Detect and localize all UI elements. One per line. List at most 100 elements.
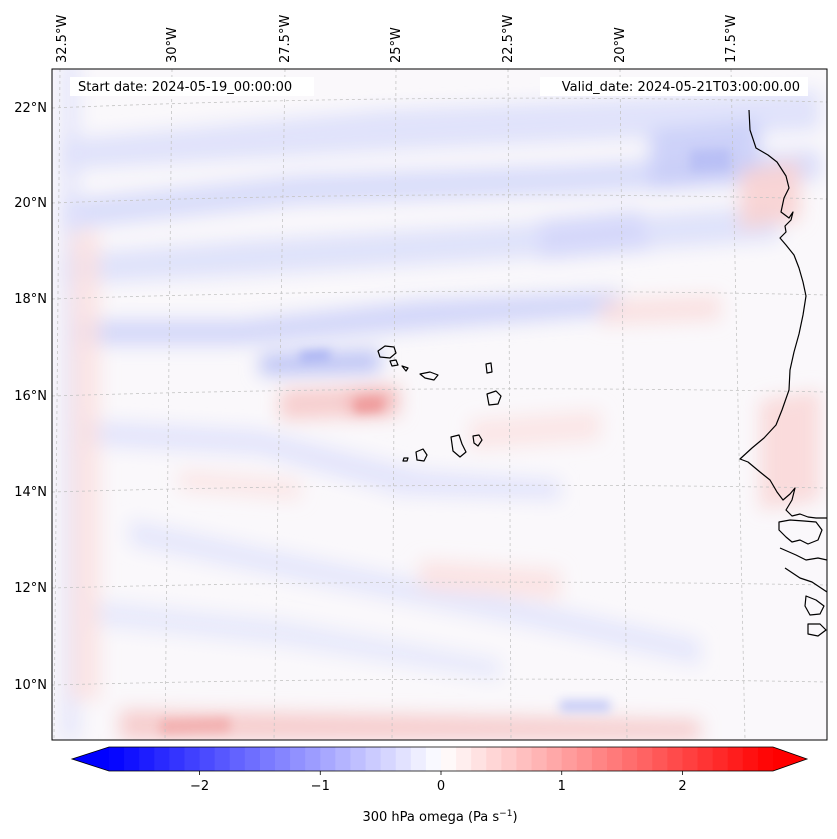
grid-lat-18: [52, 290, 827, 300]
colorbar-cell: [576, 747, 593, 771]
colorbar-cell: [335, 747, 352, 771]
coastlines: [377, 109, 827, 637]
colorbar-cell: [305, 747, 321, 771]
colorbar-cell: [652, 747, 668, 771]
colorbar-cell: [471, 747, 487, 771]
colorbar-cell: [697, 747, 714, 771]
colorbar-tick-label: 1: [558, 779, 566, 794]
grid-lon-30: [164, 69, 173, 740]
island-brava: [402, 457, 409, 462]
colorbar-cell: [410, 747, 427, 771]
grid-lat-12: [52, 581, 827, 589]
grid-lon-17-5: [730, 69, 746, 740]
colorbar-cell: [259, 747, 276, 771]
colorbar-ticks: −2 −1 0 1 2: [190, 771, 687, 794]
colorbar-cell: [380, 747, 397, 771]
colorbar-cell: [275, 747, 291, 771]
lon-label-30w: 30°W: [165, 27, 180, 63]
colorbar-tick-label: 0: [437, 779, 445, 794]
island-sal: [485, 362, 493, 374]
grid-lon-25: [391, 69, 397, 740]
colorbar-cell: [546, 747, 563, 771]
colorbar-cell: [214, 747, 231, 771]
colorbar-cell: [622, 747, 638, 771]
grid-lat-22: [52, 97, 827, 109]
africa-coastline: [739, 109, 827, 519]
island-maio: [472, 434, 483, 447]
island-santo-antao: [377, 345, 397, 359]
colorbar-cell: [637, 747, 653, 771]
colorbar-cells: [72, 747, 807, 771]
grid-lat-10: [52, 678, 827, 686]
colorbar-cell: [139, 747, 155, 771]
colorbar-cell: [531, 747, 548, 771]
colorbar-outline: [70, 746, 809, 772]
island-sao-nicolau: [419, 371, 439, 381]
colorbar-cell: [350, 747, 367, 771]
lon-label-32-5w: 32.5°W: [55, 15, 70, 63]
island-fogo: [415, 448, 428, 462]
lon-label-17-5w: 17.5°W: [724, 15, 739, 63]
colorbar-cell: [742, 747, 759, 771]
colorbar-cell: [425, 747, 442, 771]
colorbar-cell: [395, 747, 412, 771]
colorbar-cell: [516, 747, 533, 771]
colorbar-tick-label: −2: [190, 779, 209, 794]
lon-label-25w: 25°W: [389, 27, 404, 63]
colorbar-cell: [486, 747, 502, 771]
valid-date-box: [540, 77, 808, 96]
latitude-labels: 22°N 20°N 18°N 16°N 14°N 12°N 10°N: [14, 101, 47, 693]
lat-label-12n: 12°N: [14, 581, 47, 596]
lon-label-20w: 20°W: [613, 27, 628, 63]
colorbar: −2 −1 0 1 2 300 hPa omega (Pa s−1): [70, 746, 809, 825]
grid-lon-32-5: [53, 69, 61, 740]
start-date-label: Start date: 2024-05-19_00:00:00: [78, 80, 292, 95]
lat-label-16n: 16°N: [14, 389, 47, 404]
lat-label-22n: 22°N: [14, 101, 47, 116]
island-santiago: [450, 434, 467, 458]
bissagos-island: [804, 595, 825, 616]
colorbar-cell: [441, 747, 457, 771]
grid-lon-22-5: [507, 69, 512, 740]
colorbar-cell: [561, 747, 578, 771]
colorbar-cell: [712, 747, 729, 771]
lat-label-10n: 10°N: [14, 678, 47, 693]
colorbar-cell: [154, 747, 170, 771]
colorbar-cell: [757, 747, 774, 771]
colorbar-cell: [667, 747, 684, 771]
colorbar-tick-label: −1: [311, 779, 330, 794]
colorbar-cell: [184, 747, 201, 771]
guinea-bissau-coast: [784, 567, 827, 593]
colorbar-extend-max: [773, 747, 807, 771]
valid-date-label: Valid_date: 2024-05-21T03:00:00.00: [562, 80, 800, 95]
gambia-coast: [778, 519, 823, 545]
senegal-south-coast: [779, 547, 827, 561]
lat-label-18n: 18°N: [14, 292, 47, 307]
colorbar-cell: [682, 747, 699, 771]
colorbar-cell: [244, 747, 261, 771]
colorbar-cell: [229, 747, 246, 771]
grid-lon-20: [619, 69, 628, 740]
lon-label-22-5w: 22.5°W: [501, 15, 516, 63]
colorbar-cell: [607, 747, 623, 771]
colorbar-cell: [591, 747, 608, 771]
grid-lat-16: [52, 388, 827, 397]
omega-field: [52, 69, 827, 740]
map-frame: [51, 68, 828, 741]
colorbar-cell: [727, 747, 744, 771]
gridlines: [52, 69, 827, 740]
colorbar-cell: [501, 747, 518, 771]
lat-label-14n: 14°N: [14, 485, 47, 500]
longitude-labels: 32.5°W 30°W 27.5°W 25°W 22.5°W 20°W 17.5…: [55, 15, 739, 63]
colorbar-cell: [109, 747, 125, 771]
start-date-box: [70, 77, 314, 96]
island-sao-vicente: [389, 359, 399, 367]
bissagos-island-2: [807, 623, 827, 637]
grid-lat-14: [52, 484, 827, 493]
colorbar-cell: [169, 747, 186, 771]
colorbar-extend-min: [72, 747, 109, 771]
colorbar-label: 300 hPa omega (Pa s−1): [362, 809, 517, 825]
colorbar-tick-label: 2: [678, 779, 686, 794]
colorbar-cell: [456, 747, 472, 771]
